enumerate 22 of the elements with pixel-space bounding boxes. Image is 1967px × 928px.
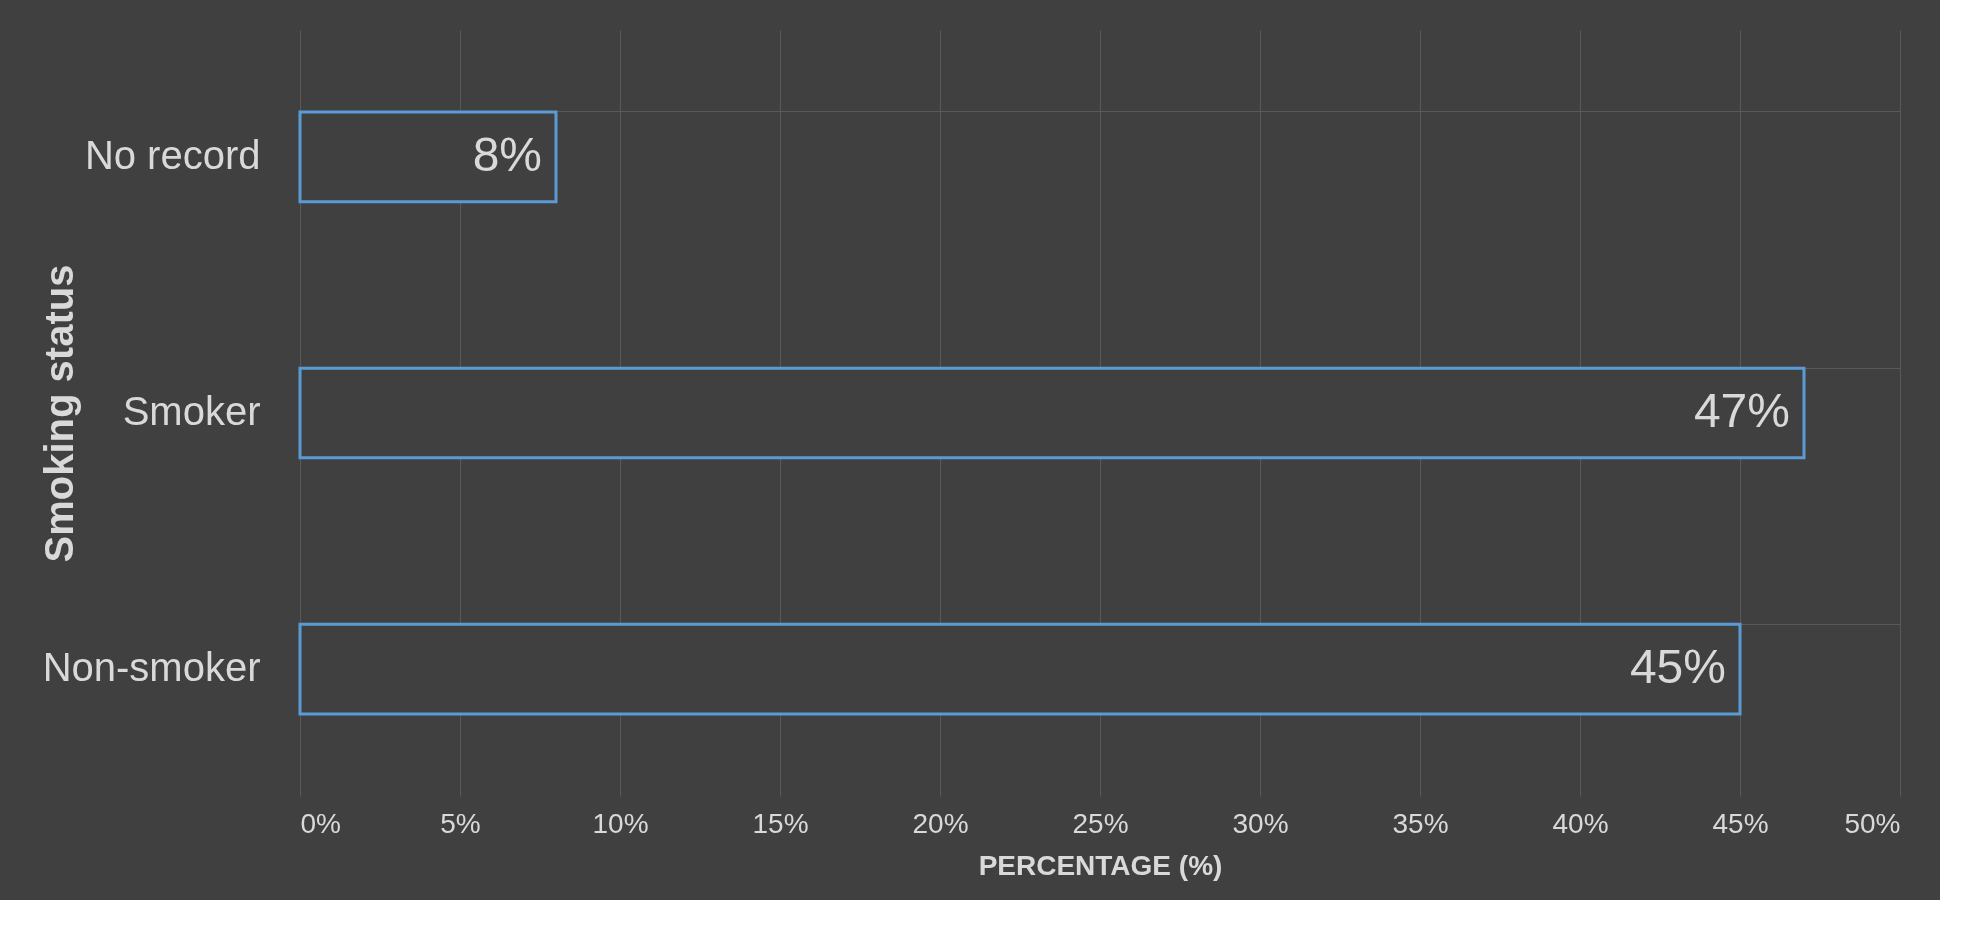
x-axis-title: PERCENTAGE (%) (978, 849, 1223, 881)
x-tick-label: 50% (1844, 807, 1901, 839)
y-tick-label: Non-smoker (42, 645, 261, 690)
y-tick-label: Smoker (122, 389, 261, 433)
x-tick-label: 30% (1232, 807, 1289, 839)
data-label: 47% (1693, 384, 1790, 437)
bar (298, 622, 1742, 716)
x-tick-label: 0% (300, 807, 341, 839)
x-tick-label: 5% (440, 807, 481, 839)
x-tick-label: 40% (1552, 807, 1609, 839)
x-tick-label: 15% (752, 807, 809, 839)
data-label: 8% (472, 127, 542, 181)
y-tick-label: No record (84, 132, 261, 177)
x-tick-label: 25% (1072, 807, 1129, 839)
x-tick-label: 10% (592, 807, 649, 839)
x-tick-label: 20% (912, 807, 969, 839)
bar (298, 366, 1806, 460)
x-tick-label: 45% (1712, 807, 1769, 839)
y-axis-title: Smoking status (36, 264, 81, 563)
bar (298, 110, 558, 204)
data-label: 45% (1629, 640, 1726, 694)
x-tick-label: 35% (1392, 807, 1449, 839)
